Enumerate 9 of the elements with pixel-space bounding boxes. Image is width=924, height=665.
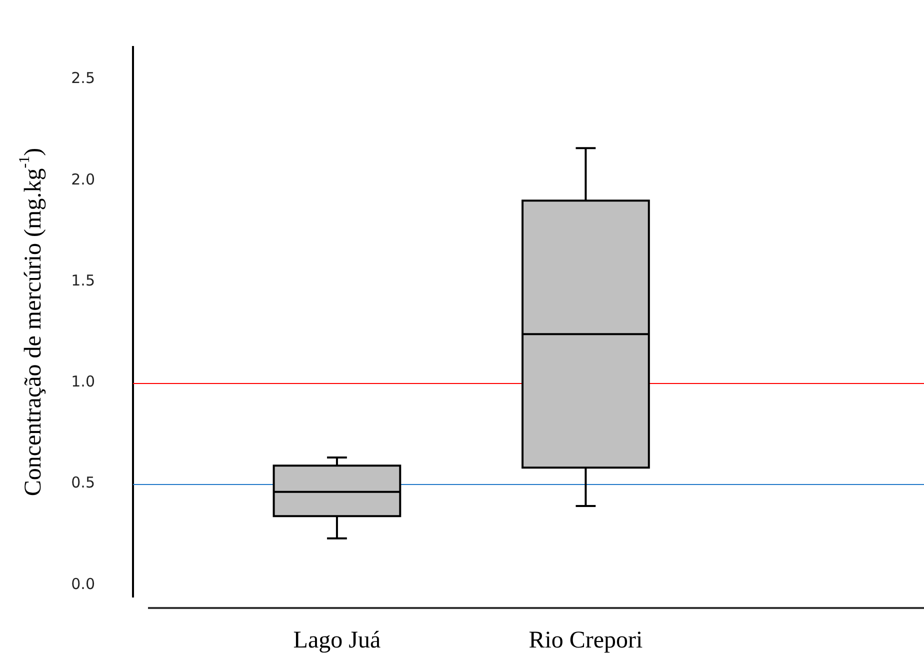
x-tick-label: Rio Crepori: [528, 628, 644, 654]
x-tick-label: Lago Juá: [293, 628, 381, 654]
y-tick-label: 2.0: [71, 170, 95, 188]
y-tick-label: 1.5: [71, 271, 95, 290]
y-tick-label: 2.5: [71, 69, 95, 88]
y-axis-title: Concentração de mercúrio (mg.kg-1): [16, 148, 46, 496]
y-tick-label: 0.0: [71, 574, 95, 593]
y-tick-label: 0.5: [71, 474, 95, 492]
y-tick-label: 1.0: [71, 372, 95, 391]
